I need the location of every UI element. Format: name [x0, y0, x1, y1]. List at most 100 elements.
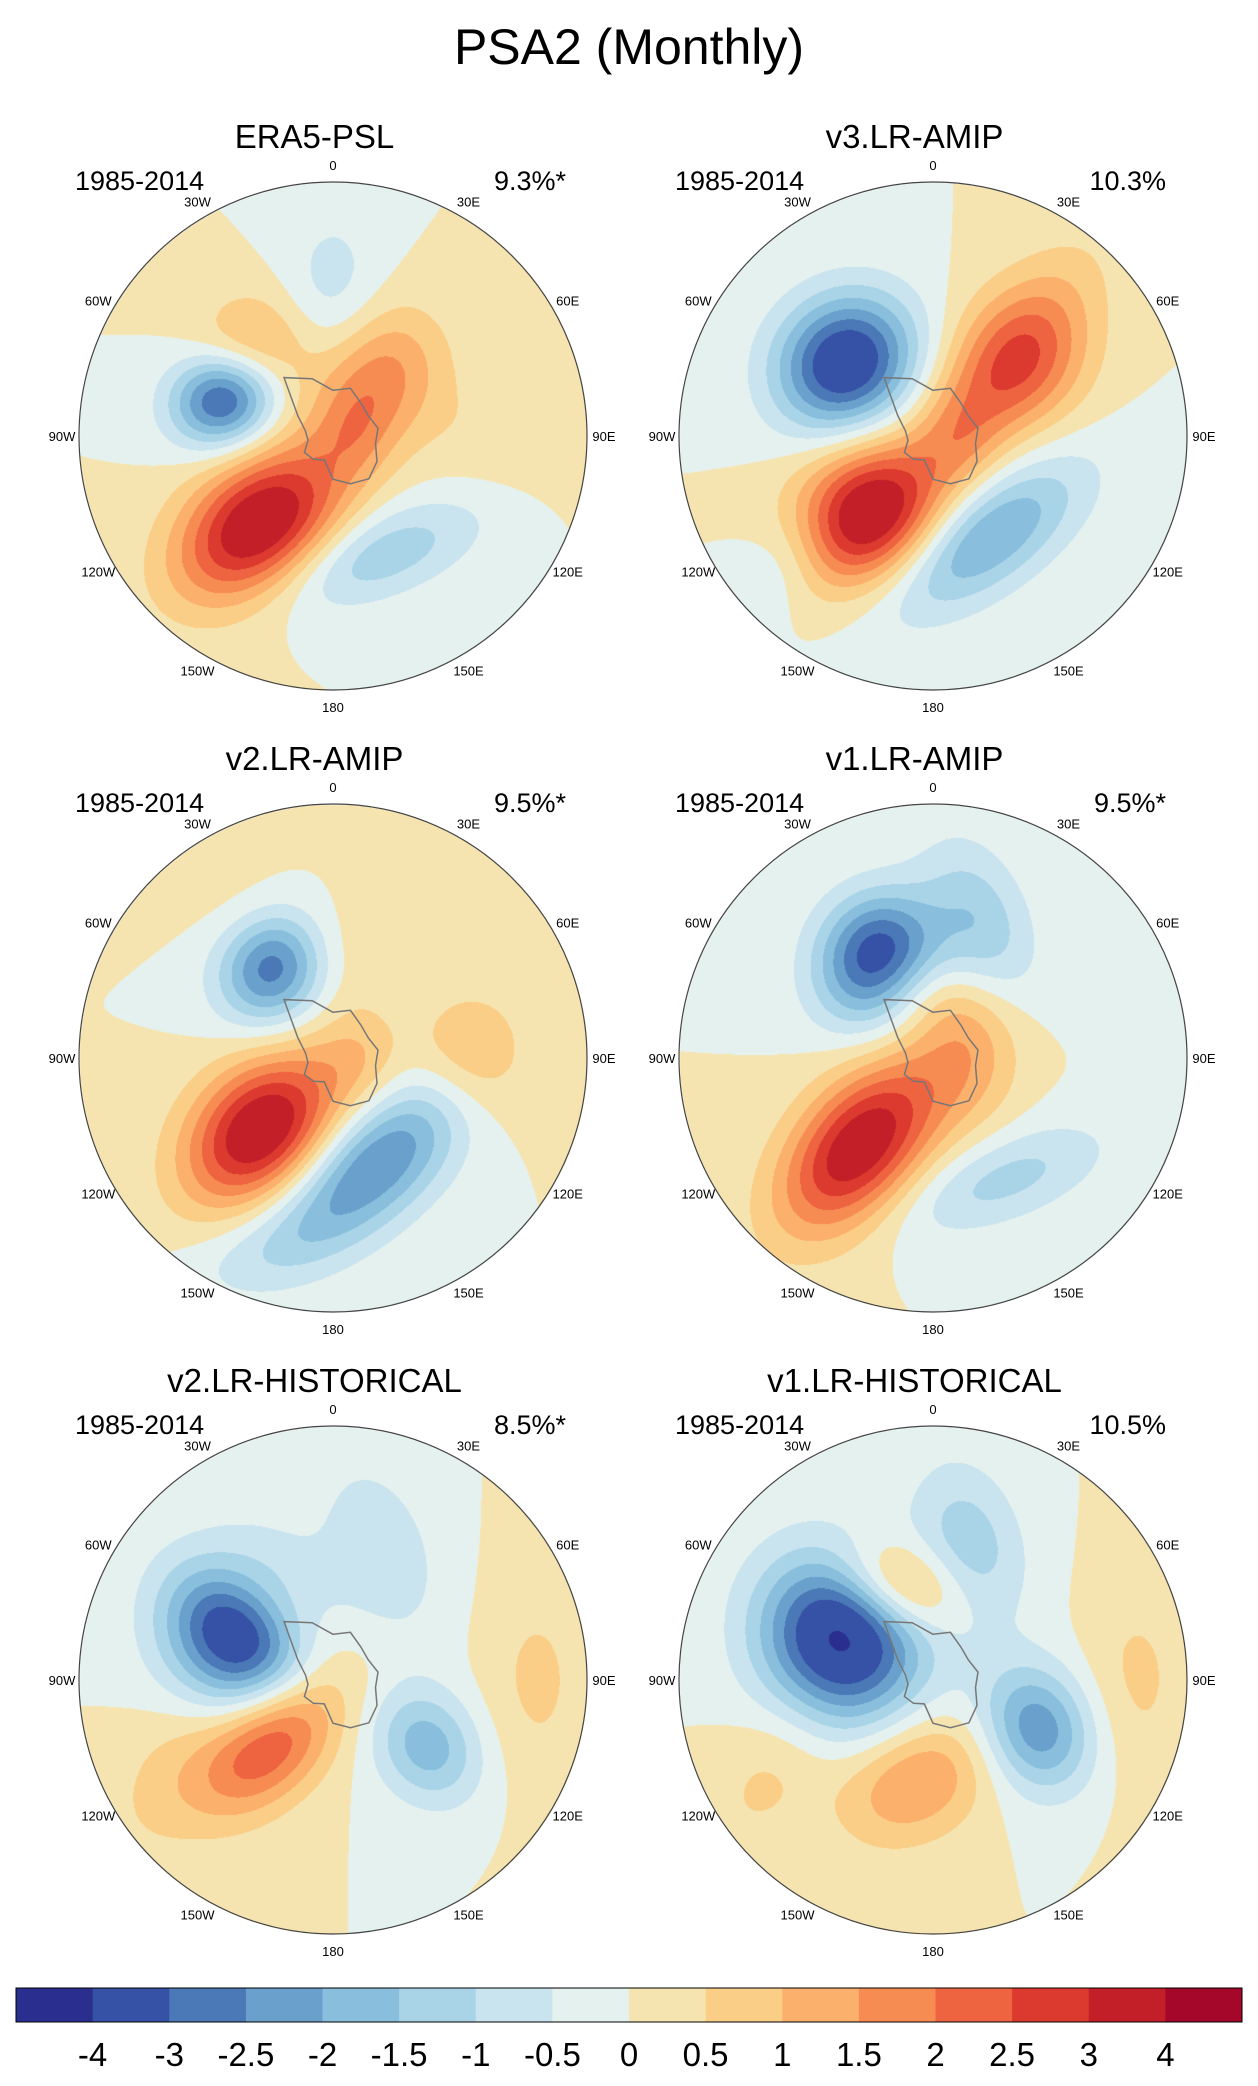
colorbar-label: -3	[155, 2036, 184, 2073]
longitude-label: 60W	[85, 1538, 112, 1553]
longitude-label: 180	[922, 700, 944, 715]
longitude-label: 30E	[1057, 1438, 1080, 1453]
colorbar-swatch	[16, 1988, 94, 2022]
panel-period: 1985-2014	[75, 788, 205, 818]
colorbar-swatch	[782, 1988, 860, 2022]
antarctica-coastline	[882, 998, 979, 1107]
longitude-label: 150W	[181, 1908, 216, 1923]
longitude-label: 0	[329, 158, 336, 173]
longitude-label: 30W	[784, 1438, 811, 1453]
antarctica-coastline	[282, 1620, 379, 1729]
longitude-label: 0	[929, 1402, 936, 1417]
field-map	[600, 118, 1229, 739]
colorbar-swatch	[399, 1988, 477, 2022]
longitude-label: 120W	[681, 1187, 716, 1202]
longitude-label: 90W	[649, 1051, 676, 1066]
map-border	[678, 803, 1188, 1313]
longitude-label: 120W	[81, 565, 116, 580]
colorbar-label: 4	[1156, 2036, 1174, 2073]
colorbar-label: -4	[78, 2036, 107, 2073]
colorbar-label: -2	[308, 2036, 337, 2073]
longitude-label: 90W	[49, 1673, 76, 1688]
panel-period: 1985-2014	[75, 166, 205, 196]
longitude-label: 90W	[649, 1673, 676, 1688]
colorbar-swatch	[245, 1988, 324, 2022]
longitude-label: 0	[329, 780, 336, 795]
longitude-label: 90E	[1192, 429, 1215, 444]
panel-period: 1985-2014	[675, 788, 805, 818]
longitude-label: 150W	[181, 1286, 216, 1301]
colorbar-label: 2	[926, 2036, 944, 2073]
colorbar-swatch	[629, 1988, 707, 2022]
panel-title: ERA5-PSL	[234, 118, 395, 155]
colorbar-label: -2.5	[217, 2036, 274, 2073]
longitude-label: 60E	[556, 1538, 579, 1553]
longitude-label: 150W	[781, 664, 816, 679]
colorbar-swatch	[92, 1988, 170, 2022]
field-map	[0, 118, 629, 739]
longitude-label: 120E	[553, 1187, 584, 1202]
longitude-label: 30W	[184, 816, 211, 831]
longitude-label: 120W	[681, 1809, 716, 1824]
longitude-label: 150W	[781, 1908, 816, 1923]
longitude-label: 60E	[556, 294, 579, 309]
colorbar-label: 1	[773, 2036, 791, 2073]
colorbar-label: 0.5	[683, 2036, 729, 2073]
field-map	[0, 740, 629, 1361]
colorbar-frame	[15, 1987, 1243, 2023]
figure-title: PSA2 (Monthly)	[453, 19, 805, 75]
colorbar-swatch	[858, 1988, 937, 2022]
longitude-label: 0	[929, 780, 936, 795]
colorbar-label: 3	[1080, 2036, 1098, 2073]
map-panel: 030E60E90E120E150E180150W120W90W60W30Wv2…	[0, 1362, 629, 1983]
colorbar-label: -1.5	[371, 2036, 428, 2073]
longitude-label: 120E	[553, 565, 584, 580]
map-border	[78, 181, 588, 691]
colorbar-label: 1.5	[836, 2036, 882, 2073]
longitude-label: 120W	[81, 1187, 116, 1202]
longitude-label: 150W	[781, 1286, 816, 1301]
map-border	[678, 1425, 1188, 1935]
colorbar-swatch	[1012, 1988, 1090, 2022]
map-border	[78, 803, 588, 1313]
longitude-label: 180	[322, 700, 344, 715]
panel-title: v3.LR-AMIP	[825, 118, 1004, 155]
longitude-label: 120E	[1153, 1809, 1184, 1824]
longitude-label: 120W	[681, 565, 716, 580]
map-panel: 0 30E 60E 90E 120E 150E 180 150W 120W 90W 60W 30W v1…	[600, 740, 1229, 1361]
colorbar-swatch	[705, 1988, 783, 2022]
panel-percent: 9.5%*	[493, 788, 566, 818]
longitude-label: 30E	[457, 194, 480, 209]
longitude-label: 150E	[453, 1908, 484, 1923]
longitude-label: 0	[329, 1402, 336, 1417]
longitude-label: 30W	[184, 1438, 211, 1453]
map-border	[78, 1425, 588, 1935]
longitude-label: 30E	[1057, 816, 1080, 831]
antarctica-coastline	[882, 376, 979, 485]
field-map	[0, 1362, 629, 1983]
longitude-label: 90W	[649, 429, 676, 444]
panel-title: v1.LR-HISTORICAL	[767, 1362, 1062, 1399]
panel-period: 1985-2014	[675, 166, 805, 196]
longitude-label: 60W	[85, 916, 112, 931]
longitude-label: 60E	[556, 916, 579, 931]
longitude-label: 60W	[685, 1538, 712, 1553]
colorbar-swatch	[169, 1988, 247, 2022]
longitude-label: 90E	[1192, 1673, 1215, 1688]
longitude-label: 90E	[1192, 1051, 1215, 1066]
longitude-label: 180	[922, 1322, 944, 1337]
colorbar-swatch	[935, 1988, 1013, 2022]
colorbar-swatch	[475, 1988, 553, 2022]
longitude-label: 90W	[49, 429, 76, 444]
field-map	[600, 740, 1229, 1361]
panel-title: v2.LR-AMIP	[225, 740, 404, 777]
colorbar-label: 2.5	[989, 2036, 1035, 2073]
antarctica-coastline	[882, 1620, 979, 1729]
longitude-label: 60E	[1156, 916, 1179, 931]
antarctica-coastline	[282, 998, 379, 1107]
